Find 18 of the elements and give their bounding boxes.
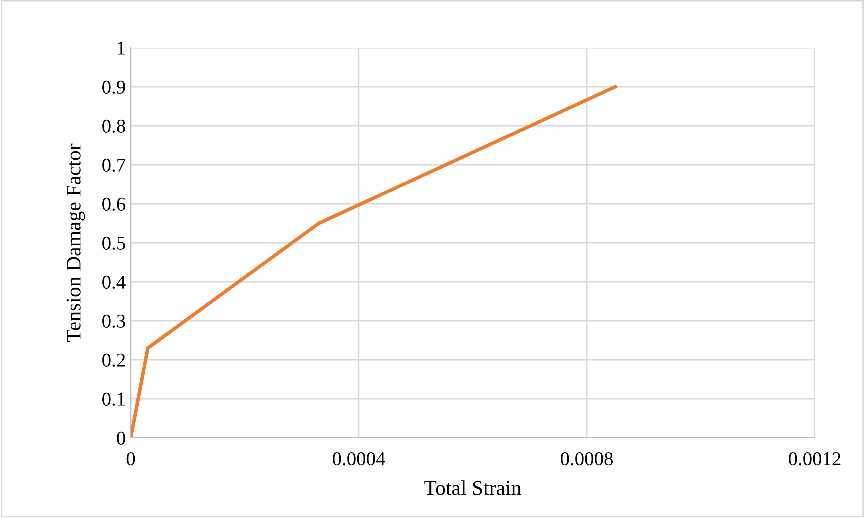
y-tick-label: 0.2 (102, 354, 126, 368)
y-tick-label: 0.9 (102, 80, 126, 94)
y-tick-label: 0.5 (102, 236, 126, 250)
y-tick-label: 0.8 (102, 120, 126, 134)
x-tick-label: 0.0012 (789, 452, 841, 466)
y-tick-label: 0.7 (102, 158, 126, 172)
y-tick-label: 1 (118, 42, 125, 55)
y-tick-label: 0.1 (102, 392, 125, 406)
x-tick-label: 0.0008 (561, 452, 613, 466)
line-series (131, 85, 618, 438)
x-tick-label: 0 (126, 452, 136, 466)
x-tick-label: 0.0004 (333, 452, 386, 466)
y-tick-label: 0.4 (102, 276, 126, 290)
y-tick-label: 0 (117, 432, 126, 445)
x-axis-title: Total Strain (424, 480, 522, 496)
y-tick-label: 0.3 (102, 314, 126, 328)
y-axis-title: Tension Damage Factor (66, 144, 86, 342)
y-tick-label: 0.6 (102, 198, 126, 212)
